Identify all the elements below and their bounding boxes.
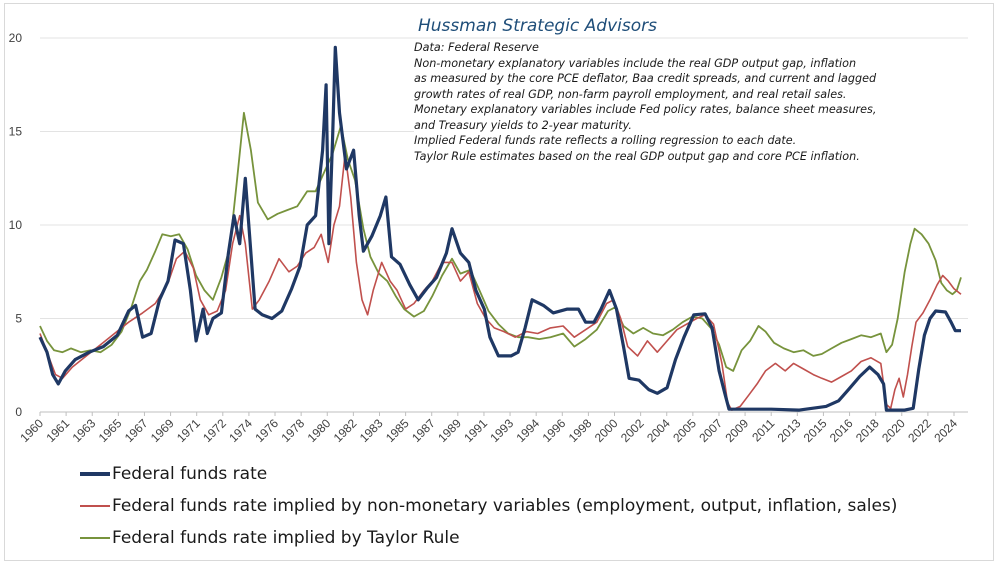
x-tick-label: 1996 <box>540 416 569 445</box>
note-line: Taylor Rule estimates based on the real … <box>414 149 860 163</box>
x-tick-label: 2007 <box>696 416 725 445</box>
x-tick-label: 2015 <box>801 416 830 445</box>
x-tick-label: 1971 <box>174 416 203 445</box>
x-tick-label: 1972 <box>200 416 229 445</box>
x-tick-label: 1974 <box>226 416 255 445</box>
series-line-non-monetary <box>39 153 962 411</box>
x-tick-label: 1960 <box>17 416 46 445</box>
note-line: as measured by the core PCE deflator, Ba… <box>414 72 877 85</box>
x-tick-label: 1965 <box>96 416 125 445</box>
x-tick-label: 2013 <box>775 416 804 445</box>
note-line: Implied Federal funds rate reflects a ro… <box>414 134 797 147</box>
x-tick-label: 2011 <box>749 416 777 444</box>
x-tick-label: 1983 <box>357 416 386 445</box>
y-tick-label: 15 <box>9 125 23 139</box>
x-tick-label: 2005 <box>670 416 699 445</box>
x-tick-label: 1991 <box>461 416 490 445</box>
legend: Federal funds rate Federal funds rate im… <box>80 458 897 554</box>
series-line-fed-funds <box>38 45 961 412</box>
x-tick-label: 1989 <box>435 416 464 445</box>
series-lines <box>38 45 962 412</box>
x-tick-label: 1994 <box>514 416 543 445</box>
x-tick-label: 1993 <box>487 416 516 445</box>
x-tick-label: 1982 <box>331 416 360 445</box>
legend-swatch-non-monetary <box>80 505 110 507</box>
x-tick-label: 2002 <box>618 416 647 445</box>
legend-label: Federal funds rate <box>112 464 268 484</box>
x-tick-label: 1969 <box>148 416 177 445</box>
y-tick-label: 0 <box>15 405 22 419</box>
x-tick-label: 2016 <box>827 416 856 445</box>
chart-notes: Data: Federal Reserve Non-monetary expla… <box>414 40 974 164</box>
x-tick-label: 2009 <box>722 416 751 445</box>
x-tick-label: 1967 <box>122 416 151 445</box>
note-line: Monetary explanatory variables include F… <box>414 103 877 116</box>
x-tick-label: 2024 <box>931 416 960 445</box>
note-line: Non-monetary explanatory variables inclu… <box>414 56 857 70</box>
y-tick-label: 20 <box>9 31 23 45</box>
x-tick-label: 2000 <box>592 416 621 445</box>
x-tick-label: 2004 <box>644 416 673 445</box>
legend-swatch-fed-funds <box>80 472 110 476</box>
legend-item-non-monetary: Federal funds rate implied by non-moneta… <box>80 490 897 522</box>
y-tick-label: 5 <box>15 312 22 326</box>
x-tick-label: 1963 <box>70 416 99 445</box>
note-line: Data: Federal Reserve <box>414 41 539 54</box>
x-tick-label: 1985 <box>383 416 412 445</box>
legend-item-fed-funds: Federal funds rate <box>80 458 897 490</box>
x-tick-label: 2020 <box>879 416 908 445</box>
x-tick-label: 1961 <box>43 416 72 445</box>
x-tick-label: 1987 <box>409 416 438 445</box>
note-line: growth rates of real GDP, non-farm payro… <box>414 87 847 101</box>
legend-label: Federal funds rate implied by Taylor Rul… <box>112 528 460 548</box>
x-tick-label: 2022 <box>905 416 934 445</box>
x-tick-label: 1976 <box>252 416 281 445</box>
x-tick-label: 2018 <box>853 416 882 445</box>
x-tick-label: 1978 <box>278 416 307 445</box>
x-axis-ticks: 1960196119631965196719691971197219741976… <box>17 412 960 445</box>
chart-title: Hussman Strategic Advisors <box>418 16 657 36</box>
legend-item-taylor-rule: Federal funds rate implied by Taylor Rul… <box>80 522 897 554</box>
y-axis-ticks: 0 5 10 15 20 <box>9 31 23 419</box>
x-tick-label: 1980 <box>305 416 334 445</box>
legend-swatch-taylor-rule <box>80 537 110 539</box>
y-tick-label: 10 <box>9 218 23 232</box>
legend-label: Federal funds rate implied by non-moneta… <box>112 496 898 516</box>
x-tick-label: 1998 <box>566 416 595 445</box>
note-line: and Treasury yields to 2-year maturity. <box>414 118 632 132</box>
